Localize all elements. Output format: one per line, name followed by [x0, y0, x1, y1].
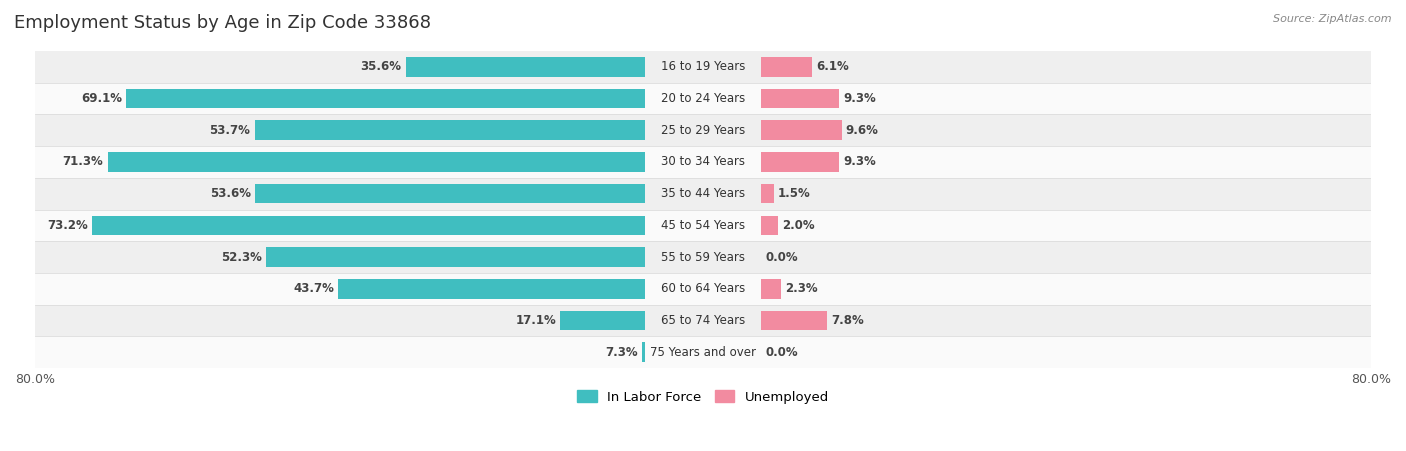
Bar [762, 57, 813, 77]
Bar [256, 184, 644, 203]
Text: 53.7%: 53.7% [209, 124, 250, 137]
Text: 35 to 44 Years: 35 to 44 Years [661, 187, 745, 200]
Text: 2.0%: 2.0% [782, 219, 815, 232]
Text: 6.1%: 6.1% [817, 60, 849, 74]
Text: 75 Years and over: 75 Years and over [650, 345, 756, 359]
Bar [762, 89, 839, 108]
Bar [91, 216, 644, 235]
Text: 52.3%: 52.3% [221, 251, 262, 263]
Text: 7.8%: 7.8% [831, 314, 863, 327]
Bar [762, 120, 842, 140]
Text: 9.6%: 9.6% [846, 124, 879, 137]
Bar [127, 89, 644, 108]
Text: 0.0%: 0.0% [766, 345, 799, 359]
Bar [35, 241, 1371, 273]
Legend: In Labor Force, Unemployed: In Labor Force, Unemployed [571, 385, 835, 409]
Text: 30 to 34 Years: 30 to 34 Years [661, 156, 745, 169]
Text: 2.3%: 2.3% [785, 282, 817, 295]
Text: 20 to 24 Years: 20 to 24 Years [661, 92, 745, 105]
Text: 45 to 54 Years: 45 to 54 Years [661, 219, 745, 232]
Bar [762, 311, 827, 330]
Bar [337, 279, 644, 299]
Bar [762, 216, 778, 235]
Text: Source: ZipAtlas.com: Source: ZipAtlas.com [1274, 14, 1392, 23]
Bar [35, 115, 1371, 146]
Text: 69.1%: 69.1% [80, 92, 122, 105]
Text: 0.0%: 0.0% [766, 251, 799, 263]
Text: 17.1%: 17.1% [515, 314, 555, 327]
Text: 43.7%: 43.7% [292, 282, 335, 295]
Bar [35, 336, 1371, 368]
Text: 35.6%: 35.6% [360, 60, 402, 74]
Text: 71.3%: 71.3% [63, 156, 104, 169]
Text: 55 to 59 Years: 55 to 59 Years [661, 251, 745, 263]
Bar [560, 311, 644, 330]
Bar [108, 152, 644, 172]
Text: 65 to 74 Years: 65 to 74 Years [661, 314, 745, 327]
Text: 25 to 29 Years: 25 to 29 Years [661, 124, 745, 137]
Bar [254, 120, 644, 140]
Bar [35, 273, 1371, 304]
Bar [762, 184, 773, 203]
Text: 60 to 64 Years: 60 to 64 Years [661, 282, 745, 295]
Text: Employment Status by Age in Zip Code 33868: Employment Status by Age in Zip Code 338… [14, 14, 432, 32]
Text: 53.6%: 53.6% [211, 187, 252, 200]
Text: 73.2%: 73.2% [46, 219, 87, 232]
Bar [406, 57, 644, 77]
Text: 1.5%: 1.5% [778, 187, 811, 200]
Text: 7.3%: 7.3% [605, 345, 638, 359]
Bar [35, 51, 1371, 83]
Bar [762, 152, 839, 172]
Bar [35, 304, 1371, 336]
Bar [266, 247, 644, 267]
Text: 9.3%: 9.3% [844, 156, 876, 169]
Text: 16 to 19 Years: 16 to 19 Years [661, 60, 745, 74]
Bar [762, 279, 780, 299]
Bar [35, 83, 1371, 115]
Bar [35, 178, 1371, 210]
Bar [35, 146, 1371, 178]
Text: 9.3%: 9.3% [844, 92, 876, 105]
Bar [35, 210, 1371, 241]
Bar [643, 342, 644, 362]
